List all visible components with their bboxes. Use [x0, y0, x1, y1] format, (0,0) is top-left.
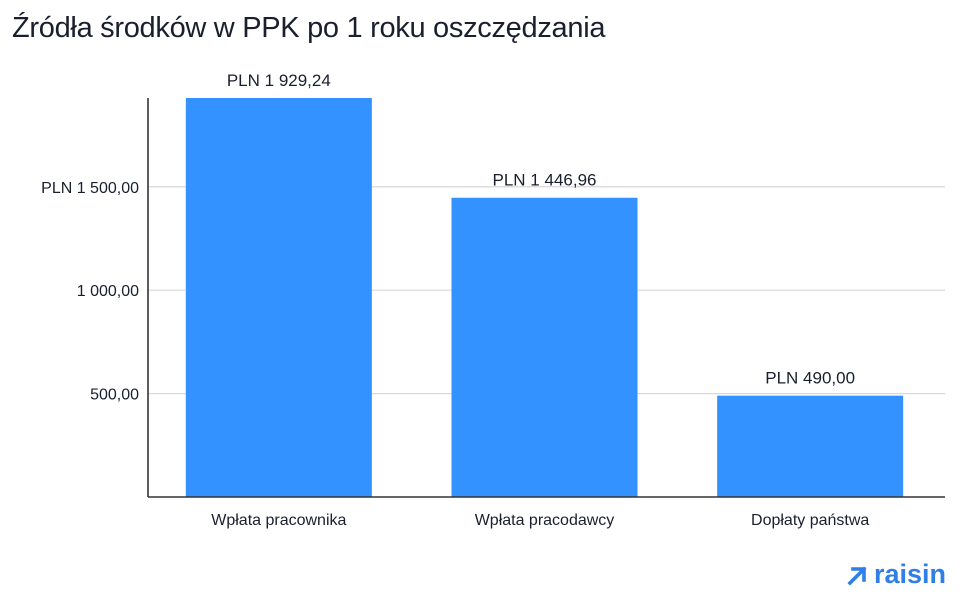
- bar: [717, 395, 904, 497]
- y-tick-label: PLN 1 500,00: [41, 180, 139, 197]
- arrow-up-right-icon: [847, 565, 867, 586]
- bar-value-label: PLN 1 446,96: [493, 171, 597, 190]
- raisin-logo: raisin: [846, 559, 946, 590]
- y-tick-label: 500,00: [90, 387, 139, 404]
- bars: [185, 98, 904, 498]
- bar: [185, 98, 372, 497]
- x-category-label: Dopłaty państwa: [751, 512, 869, 529]
- brand-name: raisin: [873, 559, 946, 589]
- labels: 500,00 1 000,00 PLN 1 500,00 PLN 1 929,24 Wp…: [41, 71, 869, 529]
- y-tick-label: 1 000,00: [77, 283, 139, 300]
- chart-title: Źródła środków w PPK po 1 roku oszczędza…: [12, 12, 606, 44]
- bar: [451, 197, 638, 498]
- x-category-label: Wpłata pracownika: [211, 512, 346, 529]
- bar-value-label: PLN 1 929,24: [227, 71, 331, 90]
- x-category-label: Wpłata pracodawcy: [475, 512, 615, 529]
- axes: [147, 98, 945, 498]
- bar-value-label: PLN 490,00: [765, 369, 855, 388]
